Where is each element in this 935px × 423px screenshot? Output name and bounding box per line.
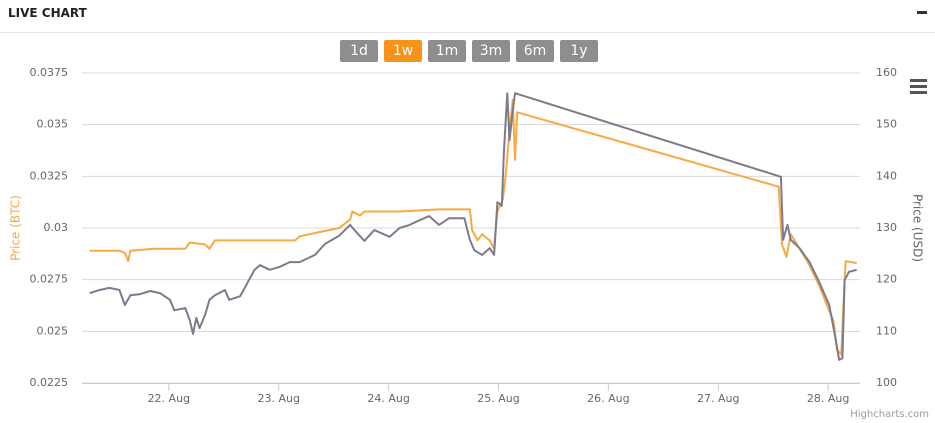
y2-tick-label: 100 [876,376,897,389]
range-button[interactable]: 6m [516,40,554,62]
price-line [89,98,857,356]
y-axis-title: Price (BTC) [9,195,23,261]
x-tick-label: 23. Aug [257,392,299,405]
y2-tick-label: 130 [876,221,897,234]
x-tick-label: 25. Aug [477,392,519,405]
y-tick-label: 0.0325 [30,169,69,182]
y2-tick-label: 150 [876,118,897,131]
x-tick-label: 22. Aug [148,392,190,405]
y2-tick-label: 140 [876,169,897,182]
y2-tick-label: 120 [876,273,897,286]
range-button[interactable]: 3m [472,40,510,62]
range-button[interactable]: 1m [428,40,466,62]
header: LIVE CHART [0,0,935,33]
y-tick-label: 0.0225 [30,376,69,389]
header-title: LIVE CHART [8,6,87,20]
menu-button[interactable] [910,79,927,94]
y2-axis-title: Price (USD) [911,194,925,262]
minimize-button[interactable] [917,11,927,14]
y-tick-label: 0.0275 [30,273,69,286]
x-tick-label: 24. Aug [367,392,409,405]
range-selector: 1d 1w 1m 3m 6m 1y [340,40,598,62]
range-button[interactable]: 1w [384,40,422,62]
y2-tick-label: 160 [876,66,897,79]
range-button[interactable]: 1d [340,40,378,62]
price-line [89,92,857,361]
x-tick-label: 26. Aug [587,392,629,405]
y-tick-label: 0.035 [37,118,69,131]
range-button[interactable]: 1y [560,40,598,62]
y2-tick-label: 110 [876,324,897,337]
y-tick-label: 0.025 [37,324,69,337]
x-tick-label: 27. Aug [697,392,739,405]
x-tick-label: 28. Aug [807,392,849,405]
credits: Highcharts.com [850,409,929,420]
y-tick-label: 0.03 [44,221,69,234]
y-tick-label: 0.0375 [30,66,69,79]
